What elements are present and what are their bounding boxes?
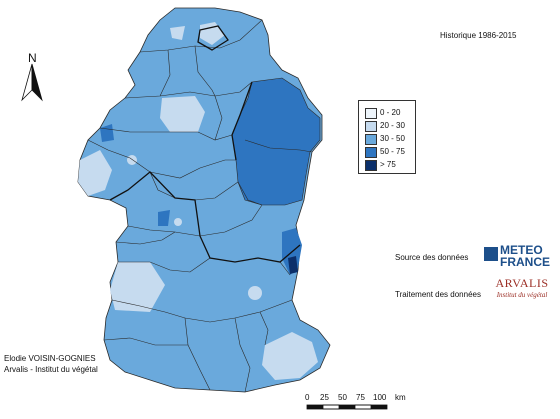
- legend-item: 30 - 50: [365, 133, 413, 145]
- zone-light-7: [248, 286, 262, 300]
- arvalis-title: ARVALIS: [495, 276, 549, 290]
- scale-tick-75: 75: [356, 393, 365, 402]
- legend-item: > 75: [365, 159, 413, 171]
- legend-label: 20 - 30: [380, 121, 405, 130]
- district-boundaries: [109, 25, 301, 263]
- north-label: N: [28, 51, 37, 65]
- scale-tick-100: 100: [373, 393, 387, 402]
- zone-light-9: [174, 218, 182, 226]
- author-line1: Elodie VOISIN-GOGNIES: [4, 354, 96, 363]
- arvalis-logo: ARVALIS Institut du végétal: [487, 276, 557, 310]
- legend-swatch: [365, 147, 377, 158]
- legend-swatch: [365, 108, 377, 119]
- meteo-line1: METEO: [500, 243, 543, 257]
- processing-label: Traitement des données: [395, 290, 481, 299]
- legend-item: 20 - 30: [365, 120, 413, 132]
- legend-swatch: [365, 121, 377, 132]
- legend: 0 - 20 20 - 30 30 - 50 50 - 75 > 75: [358, 100, 416, 174]
- legend-label: 30 - 50: [380, 134, 405, 143]
- zone-light-2: [110, 262, 165, 312]
- meteo-square-icon: [484, 247, 498, 261]
- scale-unit: km: [395, 393, 406, 402]
- canton-boundaries: [87, 19, 313, 393]
- arvalis-sub: Institut du végétal: [496, 291, 548, 299]
- scale-tick-50: 50: [338, 393, 347, 402]
- zone-light-8: [127, 155, 137, 165]
- period-label: Historique 1986-2015: [440, 31, 517, 40]
- zone-darkest-1: [288, 256, 298, 274]
- zone-dark-3: [158, 210, 170, 226]
- legend-swatch: [365, 160, 377, 171]
- legend-label: 0 - 20: [380, 108, 401, 117]
- author-line2: Arvalis - Institut du végétal: [4, 365, 98, 374]
- legend-label: 50 - 75: [380, 147, 405, 156]
- meteo-france-logo: METEO FRANCE: [484, 244, 554, 272]
- legend-swatch: [365, 134, 377, 145]
- scale-tick-0: 0: [305, 393, 310, 402]
- source-label: Source des données: [395, 253, 469, 262]
- zone-light-1: [160, 96, 205, 132]
- zone-light-6: [170, 26, 185, 40]
- legend-item: 50 - 75: [365, 146, 413, 158]
- north-arrow: [21, 63, 43, 102]
- legend-label: > 75: [380, 160, 396, 169]
- scale-bar: [306, 404, 388, 410]
- scale-tick-25: 25: [320, 393, 329, 402]
- meteo-line2: FRANCE: [500, 255, 550, 269]
- legend-item: 0 - 20: [365, 107, 413, 119]
- zone-light-3: [262, 332, 318, 380]
- zone-light-4: [78, 150, 112, 196]
